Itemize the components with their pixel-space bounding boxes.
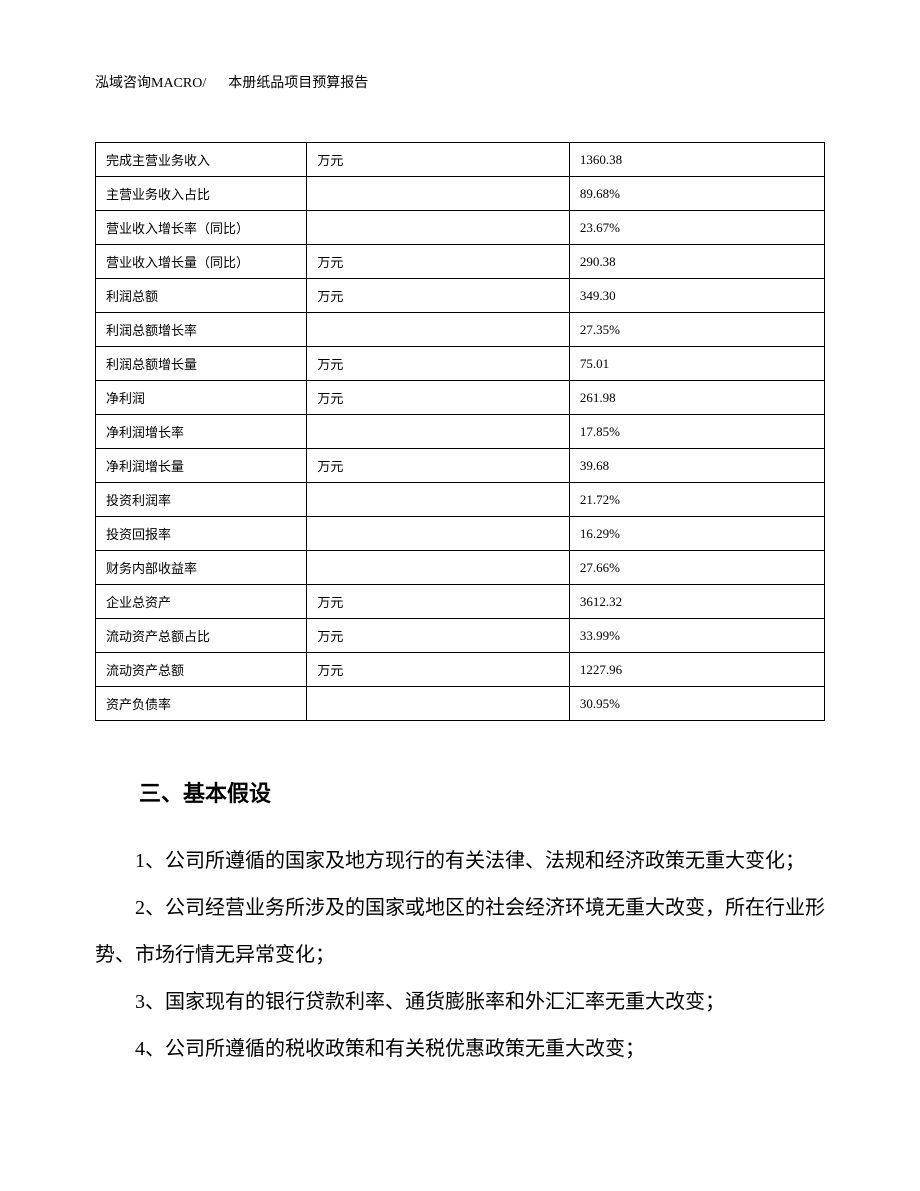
table-cell: 完成主营业务收入: [96, 143, 307, 177]
table-row: 营业收入增长率（同比） 23.67%: [96, 211, 825, 245]
table-row: 利润总额万元349.30: [96, 279, 825, 313]
table-cell: 万元: [307, 381, 569, 415]
table-cell: 利润总额增长量: [96, 347, 307, 381]
table-cell: 净利润: [96, 381, 307, 415]
table-body: 完成主营业务收入万元1360.38 主营业务收入占比89.68% 营业收入增长率…: [96, 143, 825, 721]
table-cell: 净利润增长量: [96, 449, 307, 483]
table-cell: [307, 517, 569, 551]
table-row: 主营业务收入占比 89.68%: [96, 177, 825, 211]
table-cell: 261.98: [569, 381, 824, 415]
table-cell: 利润总额增长率: [96, 313, 307, 347]
table-row: 企业总资产万元3612.32: [96, 585, 825, 619]
table-cell: 75.01: [569, 347, 824, 381]
table-cell: 企业总资产: [96, 585, 307, 619]
table-cell: 290.38: [569, 245, 824, 279]
financial-table: 完成主营业务收入万元1360.38 主营业务收入占比89.68% 营业收入增长率…: [95, 142, 825, 721]
table-row: 净利润万元261.98: [96, 381, 825, 415]
page-header: 泓域咨询MACRO/本册纸品项目预算报告: [95, 72, 825, 92]
table-cell: [307, 483, 569, 517]
table-cell: 营业收入增长率（同比）: [96, 211, 307, 245]
table-cell: 万元: [307, 279, 569, 313]
table-cell: 万元: [307, 619, 569, 653]
table-cell: 万元: [307, 449, 569, 483]
paragraph: 2、公司经营业务所涉及的国家或地区的社会经济环境无重大改变，所在行业形势、市场行…: [95, 885, 825, 979]
table-row: 净利润增长率 17.85%: [96, 415, 825, 449]
table-cell: 1227.96: [569, 653, 824, 687]
paragraph: 3、国家现有的银行贷款利率、通货膨胀率和外汇汇率无重大改变；: [95, 979, 825, 1026]
table-cell: 万元: [307, 347, 569, 381]
table-row: 投资利润率 21.72%: [96, 483, 825, 517]
table-cell: 利润总额: [96, 279, 307, 313]
table-row: 投资回报率 16.29%: [96, 517, 825, 551]
table-cell: 财务内部收益率: [96, 551, 307, 585]
table-cell: [307, 177, 569, 211]
table-cell: 资产负债率: [96, 687, 307, 721]
table-row: 流动资产总额万元1227.96: [96, 653, 825, 687]
table-cell: 营业收入增长量（同比）: [96, 245, 307, 279]
table-row: 资产负债率 30.95%: [96, 687, 825, 721]
header-company: 泓域咨询: [95, 76, 151, 91]
table-cell: 17.85%: [569, 415, 824, 449]
table-cell: [307, 211, 569, 245]
table-cell: 流动资产总额: [96, 653, 307, 687]
header-macro: MACRO/: [151, 76, 206, 91]
paragraph: 4、公司所遵循的税收政策和有关税优惠政策无重大改变；: [95, 1026, 825, 1073]
table-row: 利润总额增长量万元75.01: [96, 347, 825, 381]
table-cell: [307, 551, 569, 585]
table-cell: 1360.38: [569, 143, 824, 177]
table-cell: [307, 415, 569, 449]
table-cell: 21.72%: [569, 483, 824, 517]
section-title: 三、基本假设: [95, 776, 825, 808]
table-cell: [307, 313, 569, 347]
table-row: 利润总额增长率 27.35%: [96, 313, 825, 347]
table-row: 净利润增长量万元39.68: [96, 449, 825, 483]
table-cell: 30.95%: [569, 687, 824, 721]
table-row: 营业收入增长量（同比）万元290.38: [96, 245, 825, 279]
table-cell: 23.67%: [569, 211, 824, 245]
table-cell: 投资回报率: [96, 517, 307, 551]
table-cell: 3612.32: [569, 585, 824, 619]
table-cell: 投资利润率: [96, 483, 307, 517]
table-cell: 89.68%: [569, 177, 824, 211]
table-cell: 39.68: [569, 449, 824, 483]
paragraph: 1、公司所遵循的国家及地方现行的有关法律、法规和经济政策无重大变化；: [95, 838, 825, 885]
table-row: 财务内部收益率 27.66%: [96, 551, 825, 585]
table-cell: 16.29%: [569, 517, 824, 551]
table-cell: 33.99%: [569, 619, 824, 653]
table-cell: 万元: [307, 653, 569, 687]
table-row: 流动资产总额占比万元33.99%: [96, 619, 825, 653]
table-cell: 流动资产总额占比: [96, 619, 307, 653]
table-cell: 27.66%: [569, 551, 824, 585]
table-cell: 27.35%: [569, 313, 824, 347]
table-cell: 万元: [307, 585, 569, 619]
table-cell: 净利润增长率: [96, 415, 307, 449]
table-cell: 万元: [307, 245, 569, 279]
table-cell: [307, 687, 569, 721]
table-cell: 349.30: [569, 279, 824, 313]
table-row: 完成主营业务收入万元1360.38: [96, 143, 825, 177]
table-cell: 主营业务收入占比: [96, 177, 307, 211]
table-cell: 万元: [307, 143, 569, 177]
header-report: 本册纸品项目预算报告: [228, 76, 368, 91]
